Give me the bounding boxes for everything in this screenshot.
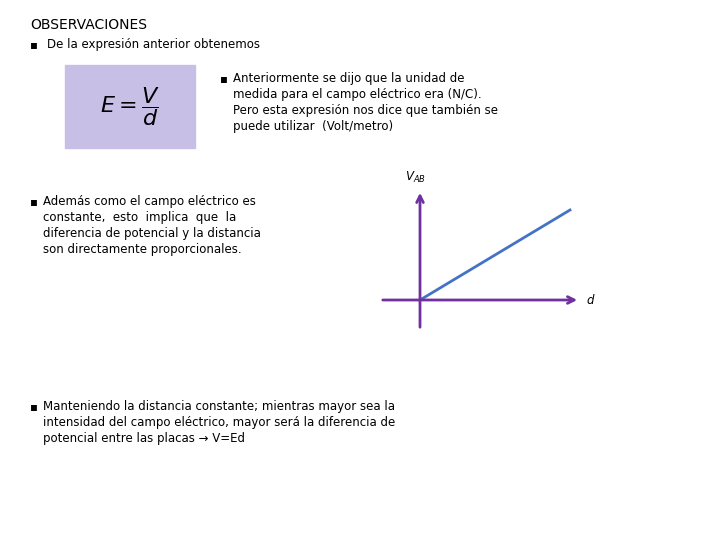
- Text: ▪: ▪: [30, 195, 38, 208]
- Text: ▪: ▪: [30, 400, 38, 413]
- Text: Anteriormente se dijo que la unidad de: Anteriormente se dijo que la unidad de: [233, 72, 464, 85]
- Text: Manteniendo la distancia constante; mientras mayor sea la: Manteniendo la distancia constante; mien…: [43, 400, 395, 413]
- Text: Pero esta expresión nos dice que también se: Pero esta expresión nos dice que también…: [233, 104, 498, 117]
- Text: Además como el campo eléctrico es: Además como el campo eléctrico es: [43, 195, 256, 208]
- Text: intensidad del campo eléctrico, mayor será la diferencia de: intensidad del campo eléctrico, mayor se…: [43, 416, 395, 429]
- Text: ▪: ▪: [220, 72, 228, 85]
- Text: medida para el campo eléctrico era (N/C).: medida para el campo eléctrico era (N/C)…: [233, 88, 482, 101]
- Text: $E = \dfrac{V}{d}$: $E = \dfrac{V}{d}$: [100, 85, 160, 128]
- Text: OBSERVACIONES: OBSERVACIONES: [30, 18, 147, 32]
- Text: ▪: ▪: [30, 38, 38, 51]
- Text: $V_{AB}$: $V_{AB}$: [405, 170, 426, 185]
- Text: De la expresión anterior obtenemos: De la expresión anterior obtenemos: [47, 38, 260, 51]
- Text: son directamente proporcionales.: son directamente proporcionales.: [43, 243, 242, 256]
- FancyBboxPatch shape: [65, 65, 195, 148]
- Text: potencial entre las placas → V=Ed: potencial entre las placas → V=Ed: [43, 432, 245, 445]
- Text: puede utilizar  (Volt/metro): puede utilizar (Volt/metro): [233, 120, 393, 133]
- Text: constante,  esto  implica  que  la: constante, esto implica que la: [43, 211, 236, 224]
- Text: $d$: $d$: [586, 293, 595, 307]
- Text: diferencia de potencial y la distancia: diferencia de potencial y la distancia: [43, 227, 261, 240]
